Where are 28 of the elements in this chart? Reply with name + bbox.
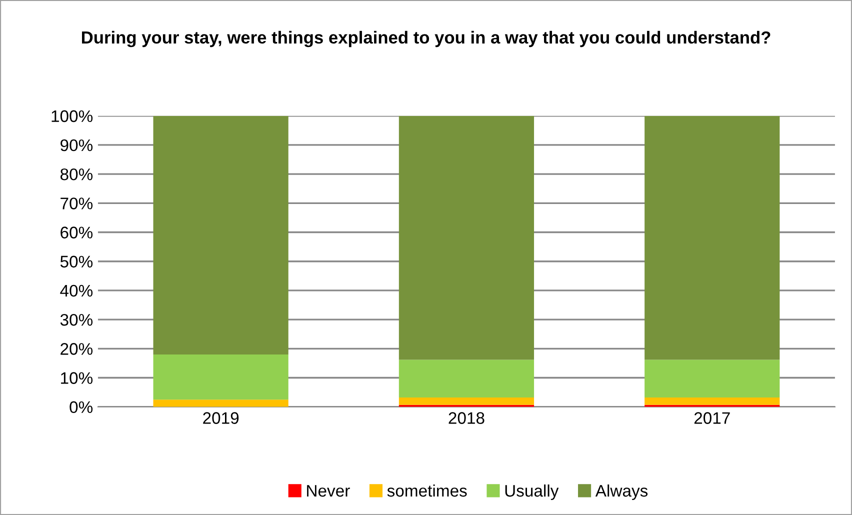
x-tick-label: 2019 bbox=[203, 412, 239, 424]
legend-label: Never bbox=[307, 485, 350, 497]
y-tick-label: 30% bbox=[60, 314, 93, 326]
y-tick-label: 10% bbox=[61, 372, 93, 384]
bar bbox=[398, 360, 534, 398]
y-tick-label: 90% bbox=[60, 139, 93, 152]
y-tick-label: 100% bbox=[52, 110, 93, 122]
bar bbox=[644, 116, 780, 360]
chart-title: During your stay, were things explained to you in a way that you could understand? bbox=[82, 30, 770, 48]
bar bbox=[153, 354, 288, 400]
legend-label: Always bbox=[595, 484, 648, 500]
y-tick-label: 70% bbox=[60, 198, 93, 210]
y-tick-label: 50% bbox=[60, 256, 93, 268]
bar bbox=[644, 360, 780, 398]
y-tick-label: 40% bbox=[60, 284, 93, 297]
bar bbox=[153, 116, 288, 354]
legend-label: sometimes bbox=[387, 484, 467, 497]
bar bbox=[644, 398, 780, 405]
y-tick-label: 60% bbox=[60, 226, 93, 238]
x-tick-label: 2017 bbox=[694, 412, 730, 424]
bar bbox=[153, 400, 288, 407]
bar bbox=[398, 398, 534, 405]
bar bbox=[398, 116, 534, 360]
legend-label: Usually bbox=[505, 484, 559, 500]
y-tick-label: 0% bbox=[70, 401, 93, 414]
x-tick-label: 2018 bbox=[448, 412, 484, 424]
y-tick-label: 80% bbox=[60, 168, 93, 180]
y-tick-label: 20% bbox=[60, 343, 93, 355]
